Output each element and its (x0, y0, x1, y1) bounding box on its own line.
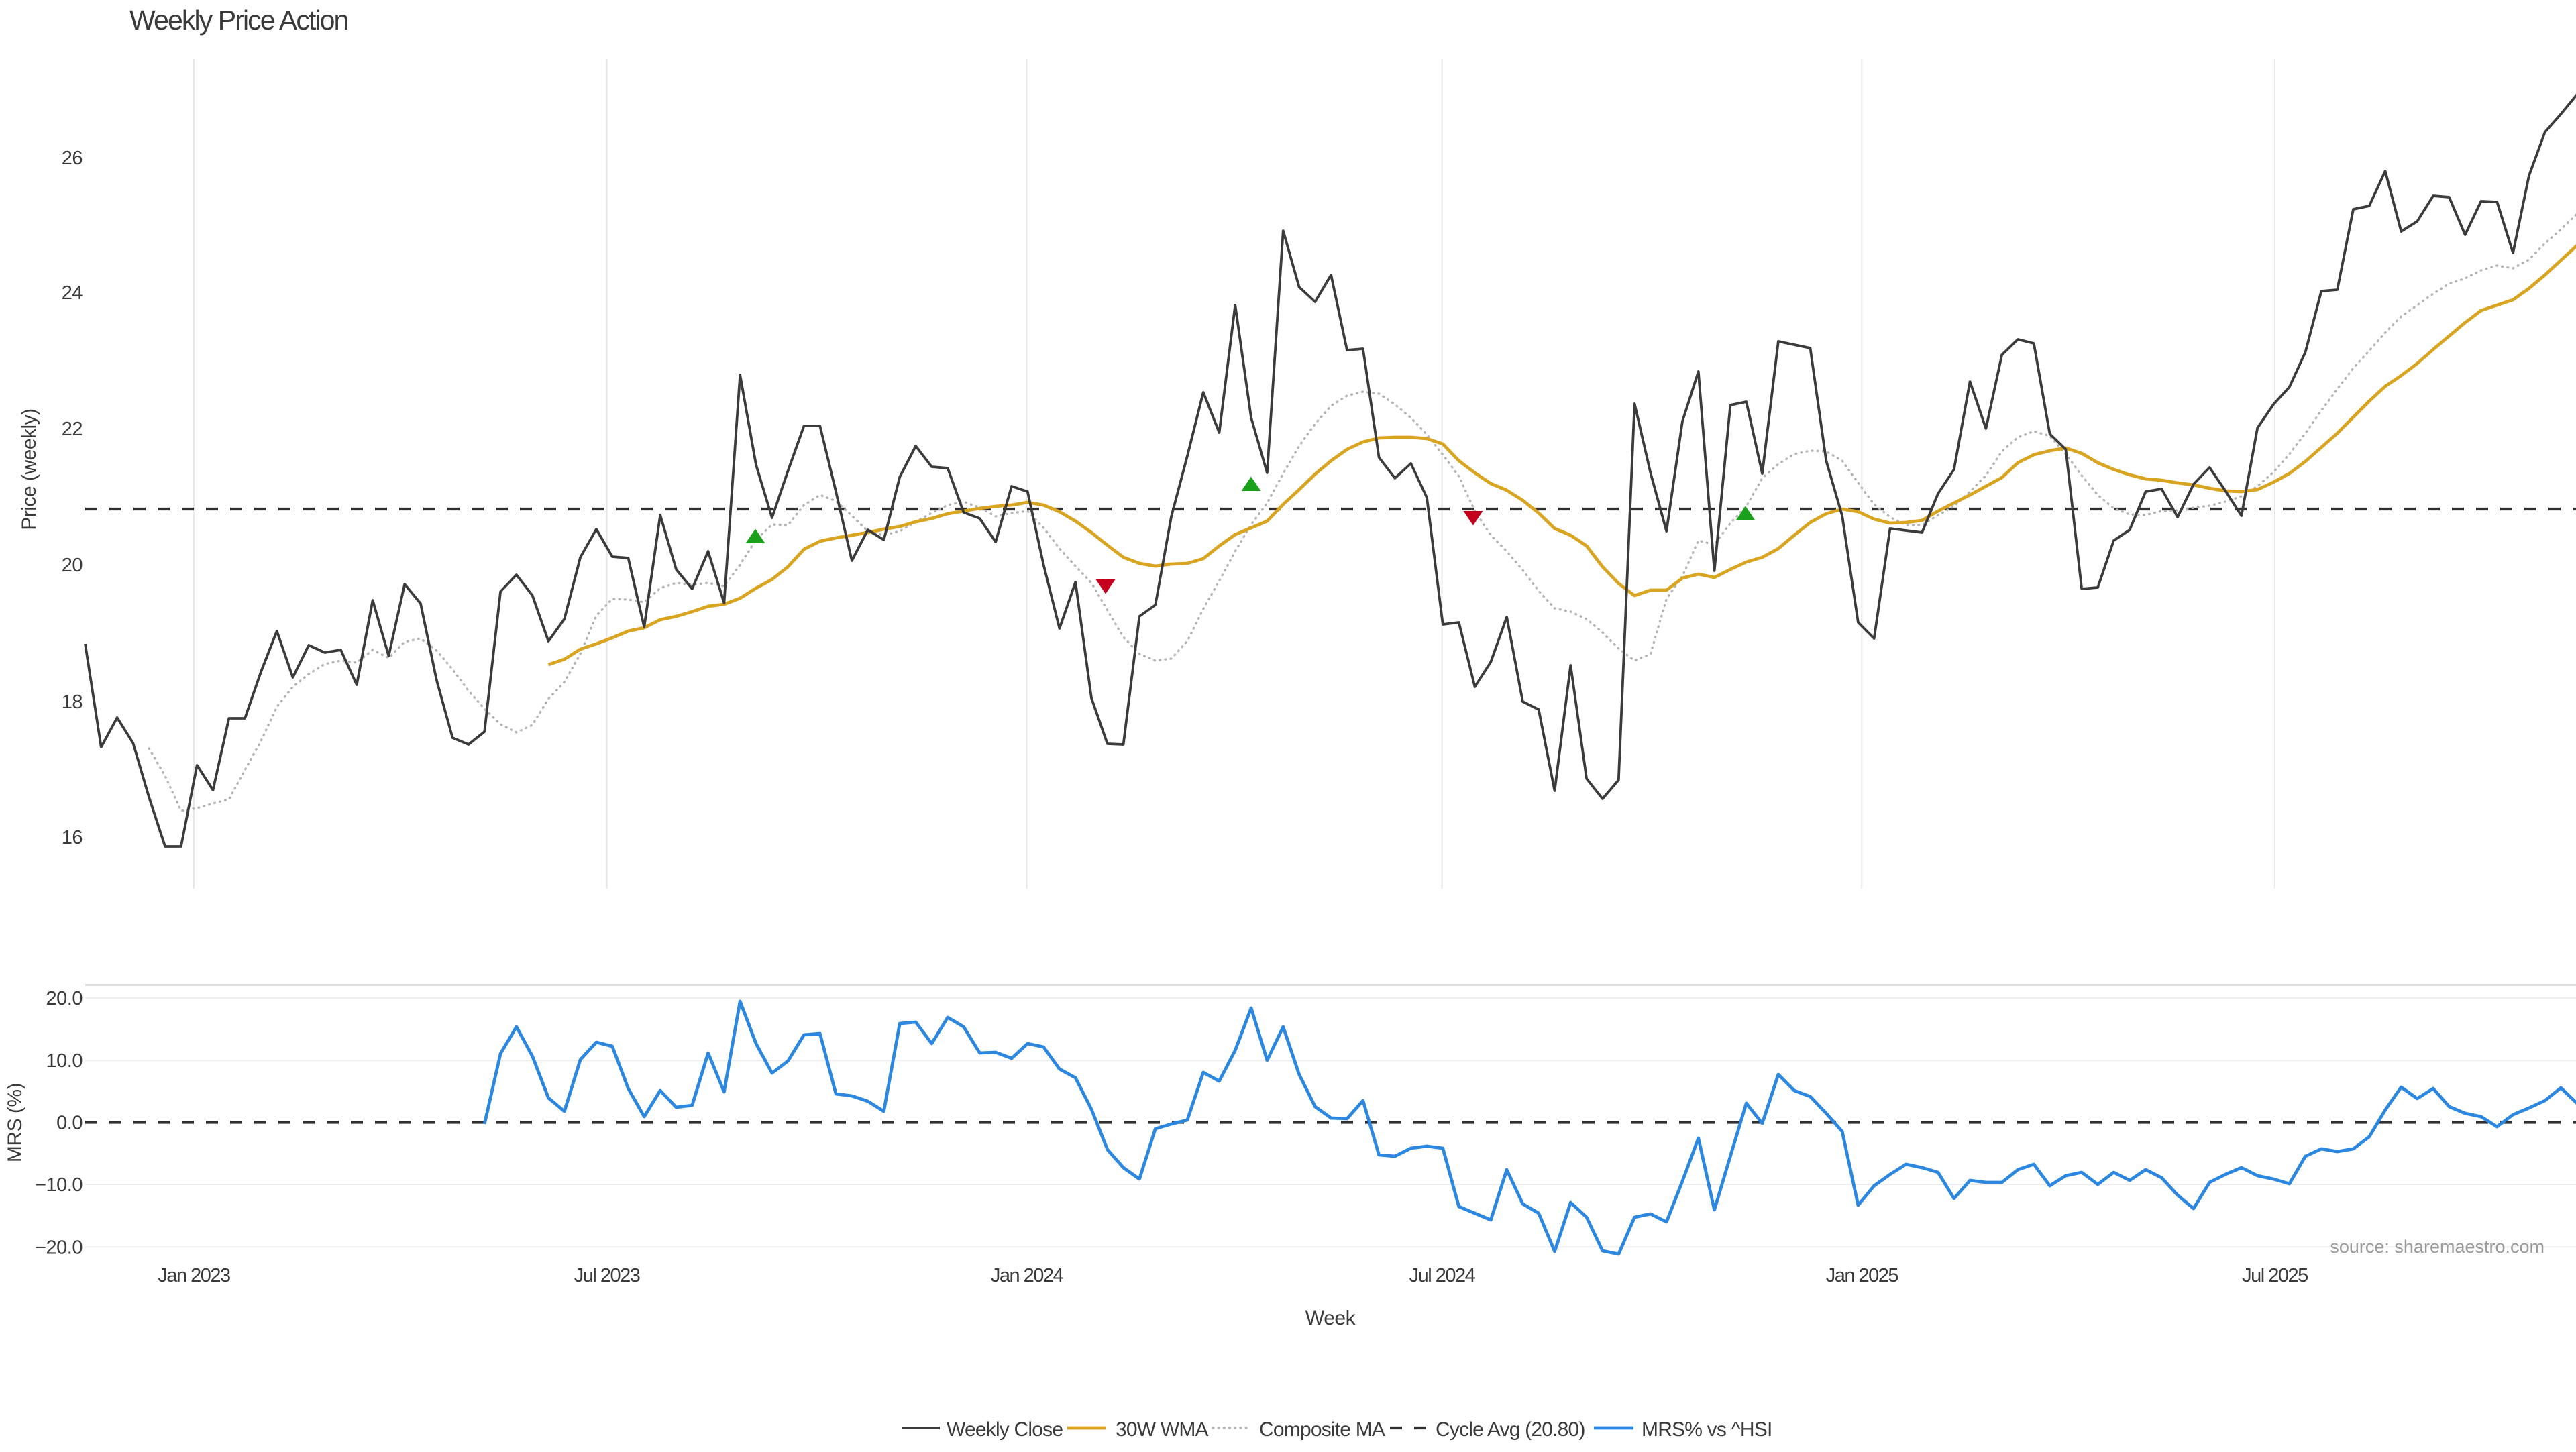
svg-text:18: 18 (62, 691, 83, 713)
svg-text:Composite MA: Composite MA (1259, 1418, 1385, 1441)
svg-text:0.0: 0.0 (56, 1113, 83, 1134)
svg-text:Week: Week (1305, 1307, 1356, 1329)
svg-text:Jul 2025: Jul 2025 (2242, 1265, 2308, 1286)
svg-text:20: 20 (62, 555, 83, 576)
svg-text:Jan 2024: Jan 2024 (991, 1265, 1064, 1286)
svg-text:MRS% vs ^HSI: MRS% vs ^HSI (1642, 1418, 1772, 1441)
svg-text:Price (weekly): Price (weekly) (18, 408, 40, 530)
svg-text:−10.0: −10.0 (35, 1174, 83, 1196)
svg-text:Cycle Avg (20.80): Cycle Avg (20.80) (1436, 1418, 1585, 1441)
svg-text:source: sharemaestro.com: source: sharemaestro.com (2330, 1237, 2544, 1257)
svg-text:Jul 2023: Jul 2023 (574, 1265, 640, 1286)
svg-text:20.0: 20.0 (46, 988, 83, 1009)
svg-text:Weekly Price Action: Weekly Price Action (129, 5, 348, 36)
svg-text:Jul 2024: Jul 2024 (1409, 1265, 1476, 1286)
svg-text:Weekly Close: Weekly Close (947, 1418, 1063, 1441)
svg-text:16: 16 (62, 827, 83, 848)
svg-text:24: 24 (62, 282, 83, 304)
svg-text:30W WMA: 30W WMA (1116, 1418, 1209, 1441)
svg-text:22: 22 (62, 418, 83, 440)
svg-text:−20.0: −20.0 (35, 1237, 83, 1258)
svg-text:Jan 2023: Jan 2023 (158, 1265, 230, 1286)
svg-text:10.0: 10.0 (46, 1050, 83, 1072)
svg-text:26: 26 (62, 148, 83, 169)
svg-text:MRS (%): MRS (%) (4, 1083, 26, 1162)
svg-text:Jan 2025: Jan 2025 (1826, 1265, 1898, 1286)
